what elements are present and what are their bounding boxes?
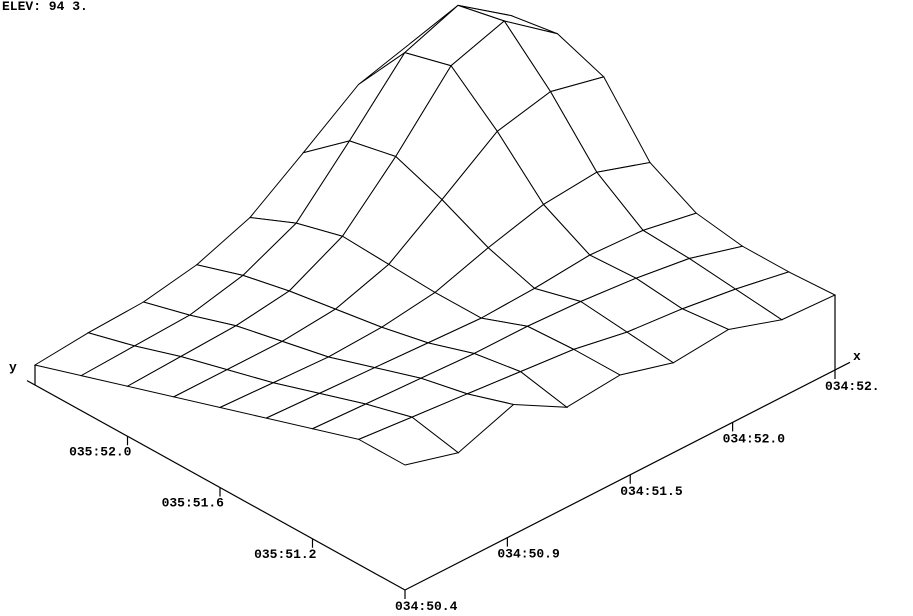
x-tick-label: 034:50.9 <box>497 547 560 562</box>
y-tick-label: 035:52.0 <box>69 444 132 459</box>
x-tick-label: 034:52.0 <box>723 431 786 446</box>
x-axis-label: x <box>853 349 861 364</box>
y-axis-label: y <box>9 360 17 375</box>
y-tick-label: 035:51.6 <box>162 496 225 511</box>
y-tick-label: 035:51.2 <box>254 547 317 562</box>
x-tick-label: 034:51.5 <box>620 484 683 499</box>
chart: ELEV: 94 3. x y 034:50.4 034:50.9 034:51.5 03… <box>0 0 913 616</box>
x-tick-label: 034:52. <box>825 379 880 394</box>
chart-title: ELEV: 94 3. <box>2 0 88 14</box>
x-tick-label: 034:50.4 <box>395 599 458 614</box>
